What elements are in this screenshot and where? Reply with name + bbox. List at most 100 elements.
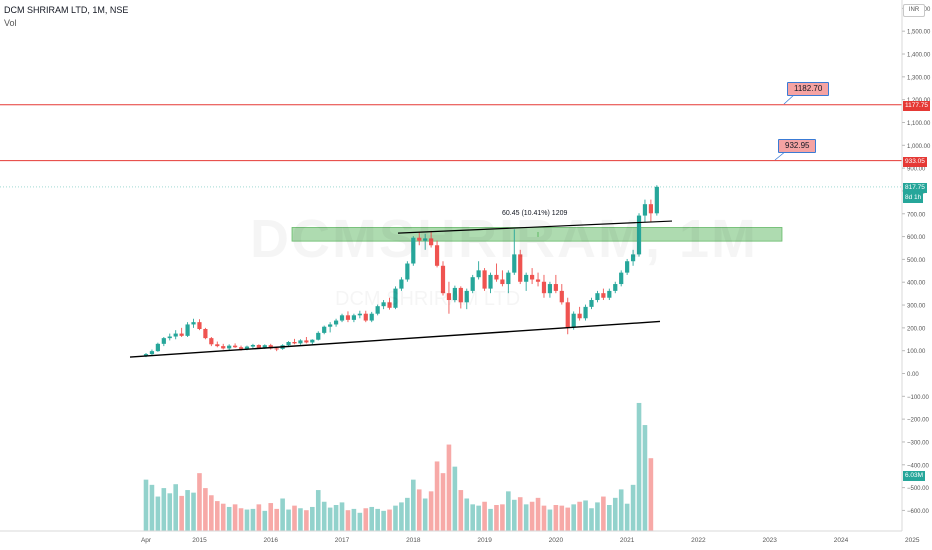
volume-bar <box>143 479 149 531</box>
candle-body <box>470 277 475 291</box>
volume-bar <box>506 491 511 531</box>
candle-body <box>274 348 279 350</box>
candle-body <box>583 306 588 319</box>
candle-body <box>524 274 529 282</box>
volume-bar <box>244 509 250 531</box>
candle-body <box>375 306 380 314</box>
volume-bar <box>232 504 238 531</box>
volume-bar <box>369 506 375 531</box>
candle-body <box>423 238 428 241</box>
price-tick-label: 400.00 <box>907 281 926 287</box>
target-lines <box>0 93 902 188</box>
candle-body <box>155 343 160 352</box>
volume-bar <box>292 505 297 531</box>
price-tick-label: −400.00 <box>907 463 930 469</box>
price-tick-label: −600.00 <box>907 509 930 515</box>
price-tick-label: 100.00 <box>907 349 926 355</box>
volume-bar <box>559 505 565 531</box>
volume-bar <box>601 496 606 531</box>
volume-bar <box>553 505 559 531</box>
volume-bar <box>351 508 357 531</box>
time-tick-label: 2018 <box>406 537 421 544</box>
volume-bar <box>523 504 529 531</box>
volume-bar <box>428 491 434 531</box>
candle-body <box>310 339 315 343</box>
volume-bars <box>143 402 654 531</box>
price-tick-label: 0.00 <box>907 372 919 378</box>
candle-body <box>161 338 166 344</box>
volume-bar <box>357 512 363 531</box>
volume-bar <box>648 458 654 531</box>
upper-target-callout[interactable]: 1182.70 <box>787 82 830 96</box>
volume-bar <box>238 508 244 531</box>
candle-body <box>488 274 493 289</box>
time-tick-label: 2017 <box>335 537 350 544</box>
volume-bar <box>333 505 339 531</box>
volume-bar <box>387 509 392 531</box>
volume-bar <box>422 498 428 531</box>
candle-body <box>518 254 523 282</box>
price-tick-label: 500.00 <box>907 258 926 264</box>
volume-bar <box>173 484 178 531</box>
volume-bar <box>310 506 315 531</box>
candle-body <box>417 237 422 241</box>
volume-bar <box>179 495 184 531</box>
currency-badge[interactable]: INR <box>903 4 925 17</box>
candle-body <box>577 313 582 319</box>
volume-bar <box>612 497 618 531</box>
candle-body <box>500 279 505 285</box>
candle-body <box>613 284 618 291</box>
volume-bar <box>399 502 404 531</box>
volume-bar <box>185 490 190 531</box>
price-tick-label: 1,300.00 <box>907 75 931 81</box>
candle-body <box>381 302 386 307</box>
name-watermark: DCM SHRIRAM LTD <box>335 288 520 311</box>
candle-body <box>167 336 172 339</box>
volume-bar <box>203 488 208 531</box>
volume-bar <box>209 495 214 531</box>
volume-bar <box>262 510 268 531</box>
volume-bar <box>458 490 464 531</box>
candle-body <box>304 340 309 343</box>
candle-body <box>369 313 374 321</box>
volume-bar <box>618 489 624 531</box>
volume-bar <box>482 501 487 531</box>
price-tick-label: −500.00 <box>907 486 930 492</box>
volume-bar <box>256 504 262 531</box>
volume-bar <box>565 507 571 531</box>
volume-bar <box>535 497 541 531</box>
price-tick-label: 200.00 <box>907 326 926 332</box>
price-tick-label: 900.00 <box>907 167 926 173</box>
volume-bar <box>624 503 630 531</box>
volume-bar <box>440 473 446 531</box>
volume-bar <box>161 488 167 531</box>
price-axis[interactable]: 1,600.001,500.001,400.001,300.001,200.00… <box>901 0 931 531</box>
volume-bar <box>155 496 161 531</box>
lower-target-callout[interactable]: 932.95 <box>778 139 817 153</box>
volume-bar <box>494 505 499 531</box>
candle-body <box>595 293 600 301</box>
volume-bar <box>268 503 274 531</box>
time-tick-label: 2023 <box>762 537 777 544</box>
candle-body <box>143 354 149 356</box>
volume-bar <box>363 508 369 531</box>
candle-body <box>464 290 469 303</box>
symbol-title[interactable]: DCM SHRIRAM LTD, 1M, NSE <box>4 5 129 15</box>
price-tick-label: −200.00 <box>907 418 930 424</box>
candle-body <box>607 290 612 298</box>
candle-body <box>149 351 155 355</box>
candle-body <box>589 300 594 307</box>
time-axis[interactable]: Apr 2015 2016 2017 2018 2019 2020 2021 2022 2023 2… <box>0 530 920 544</box>
volume-bar <box>321 501 327 531</box>
candle-body <box>559 290 564 303</box>
candle-body <box>452 287 457 301</box>
volume-indicator-label[interactable]: Vol <box>4 18 17 28</box>
candle-body <box>458 287 463 303</box>
candle-body <box>345 315 351 320</box>
last-price-tag: 817.75 <box>903 183 927 193</box>
candle-body <box>541 281 547 294</box>
volume-bar <box>517 497 523 531</box>
volume-bar <box>327 507 333 531</box>
volume-bar <box>583 500 588 531</box>
